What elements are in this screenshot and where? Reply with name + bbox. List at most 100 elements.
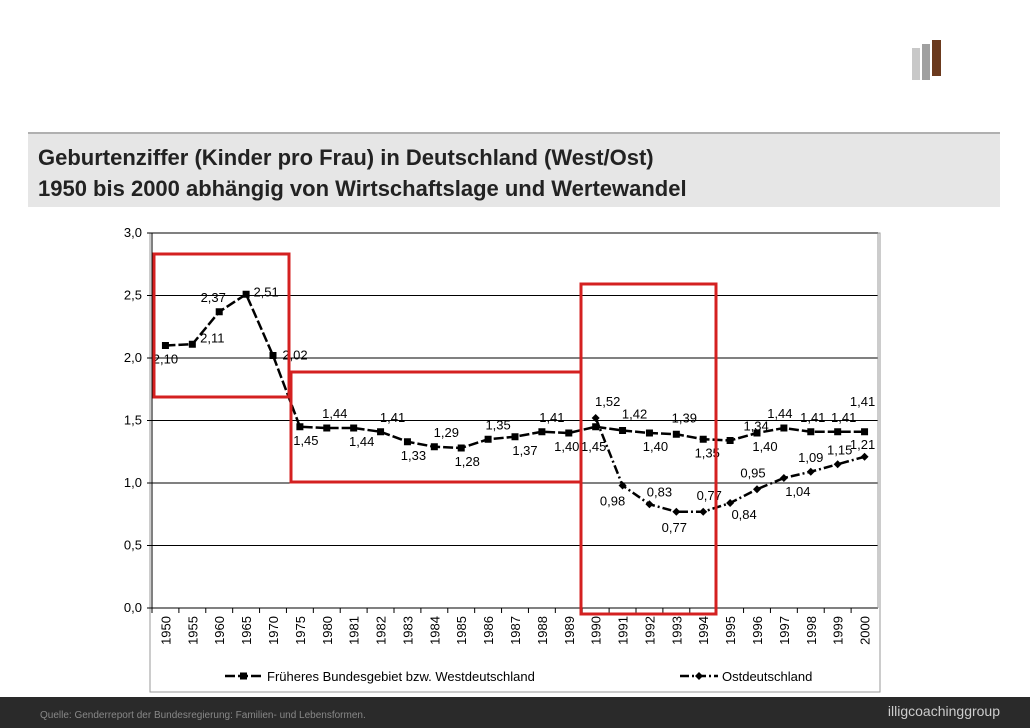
data-label: 2,02 — [282, 348, 307, 363]
marker — [269, 352, 277, 359]
marker — [753, 485, 761, 494]
x-tick-label: 1980 — [320, 616, 335, 645]
x-tick-label: 1981 — [347, 616, 362, 645]
source: Quelle: Genderreport der Bundesregierung… — [40, 710, 366, 721]
marker — [591, 414, 600, 422]
data-label: 1,41 — [850, 394, 875, 409]
x-tick-label: 1983 — [400, 616, 415, 645]
data-label: 1,04 — [785, 484, 810, 499]
x-tick-label: 1960 — [212, 616, 227, 645]
x-tick-label: 1999 — [831, 616, 846, 645]
marker — [188, 340, 196, 348]
title-band — [28, 133, 1000, 207]
data-label: 1,45 — [293, 433, 318, 448]
marker — [457, 444, 465, 452]
y-tick-label: 0,0 — [124, 600, 142, 615]
legend-label: Früheres Bundesgebiet bzw. Westdeutschla… — [267, 669, 535, 684]
y-tick-label: 3,0 — [124, 225, 142, 240]
data-label: 1,35 — [485, 417, 510, 432]
marker — [215, 308, 223, 316]
x-tick-label: 1990 — [589, 616, 604, 645]
data-label: 0,98 — [600, 494, 625, 509]
data-label: 1,21 — [850, 437, 875, 452]
data-label: 1,41 — [800, 410, 825, 425]
marker — [323, 424, 331, 432]
footer-bar — [0, 697, 1030, 728]
x-tick-label: 1988 — [535, 616, 550, 645]
data-label: 1,42 — [622, 407, 647, 422]
marker — [807, 428, 815, 436]
x-tick-label: 1998 — [804, 616, 819, 645]
x-tick-label: 1995 — [723, 616, 738, 645]
data-label: 1,40 — [643, 439, 668, 454]
marker — [645, 429, 653, 437]
y-tick-label: 1,5 — [124, 413, 142, 428]
x-tick-label: 1985 — [454, 616, 469, 645]
y-tick-label: 2,5 — [124, 288, 142, 303]
data-label: 1,52 — [595, 394, 620, 409]
x-tick-label: 1986 — [481, 616, 496, 645]
legend-marker — [240, 672, 247, 680]
chart: 0,0 0,5 1,0 1,5 2,0 2,5 3,0 1950 1955 1960 1965 197… — [124, 225, 879, 684]
data-label: 1,45 — [581, 439, 606, 454]
data-label: 1,40 — [554, 439, 579, 454]
marker — [672, 430, 680, 438]
legend-marker — [695, 672, 703, 680]
data-label: 2,51 — [253, 284, 278, 299]
marker — [161, 342, 169, 349]
marker — [350, 424, 358, 432]
data-label: 0,83 — [647, 484, 672, 499]
x-tick-label: 1975 — [293, 616, 308, 645]
y-tick-label: 0,5 — [124, 538, 142, 553]
x-tick-label: 1970 — [266, 616, 281, 645]
data-label: 1,44 — [322, 406, 347, 421]
logo-bar — [922, 44, 930, 80]
marker — [511, 433, 519, 441]
marker — [860, 452, 869, 461]
marker — [834, 428, 842, 436]
data-label: 1,28 — [455, 454, 480, 469]
x-tick-label: 2000 — [858, 616, 873, 645]
marker — [403, 438, 411, 446]
data-label: 1,44 — [349, 434, 374, 449]
marker — [726, 499, 735, 507]
marker — [861, 428, 869, 436]
data-label: 1,40 — [752, 439, 777, 454]
x-tick-label: 1955 — [185, 616, 200, 645]
marker — [699, 507, 708, 516]
marker — [242, 290, 250, 298]
data-label: 0,77 — [662, 520, 687, 535]
data-label: 1,09 — [798, 450, 823, 465]
y-tick-label: 1,0 — [124, 475, 142, 490]
data-label: 1,39 — [672, 410, 697, 425]
data-label: 1,37 — [512, 443, 537, 458]
marker — [779, 474, 788, 482]
marker — [619, 427, 627, 434]
data-label: 1,29 — [434, 425, 459, 440]
data-label: 1,34 — [743, 419, 768, 434]
data-label: 1,44 — [767, 406, 792, 421]
data-label: 1,41 — [380, 410, 405, 425]
data-label: 1,35 — [695, 445, 720, 460]
logo-bar — [932, 40, 941, 76]
marker — [699, 435, 707, 443]
y-tick-label: 2,0 — [124, 350, 142, 365]
x-tick-label: 1991 — [616, 616, 631, 645]
x-tick-label: 1984 — [427, 616, 442, 645]
marker — [672, 507, 681, 516]
data-label: 2,10 — [153, 352, 178, 367]
x-tick-label: 1950 — [158, 616, 173, 645]
x-tick-label: 1996 — [750, 616, 765, 645]
legend-label: Ostdeutschland — [722, 669, 812, 684]
marker — [296, 423, 304, 431]
marker — [726, 437, 734, 444]
data-label: 1,41 — [831, 410, 856, 425]
data-label: 1,41 — [539, 410, 564, 425]
data-label: 0,95 — [740, 465, 765, 480]
data-label: 0,84 — [731, 507, 756, 522]
x-tick-label: 1989 — [562, 616, 577, 645]
marker — [538, 428, 546, 436]
x-tick-label: 1987 — [508, 616, 523, 645]
data-label: 0,77 — [697, 488, 722, 503]
